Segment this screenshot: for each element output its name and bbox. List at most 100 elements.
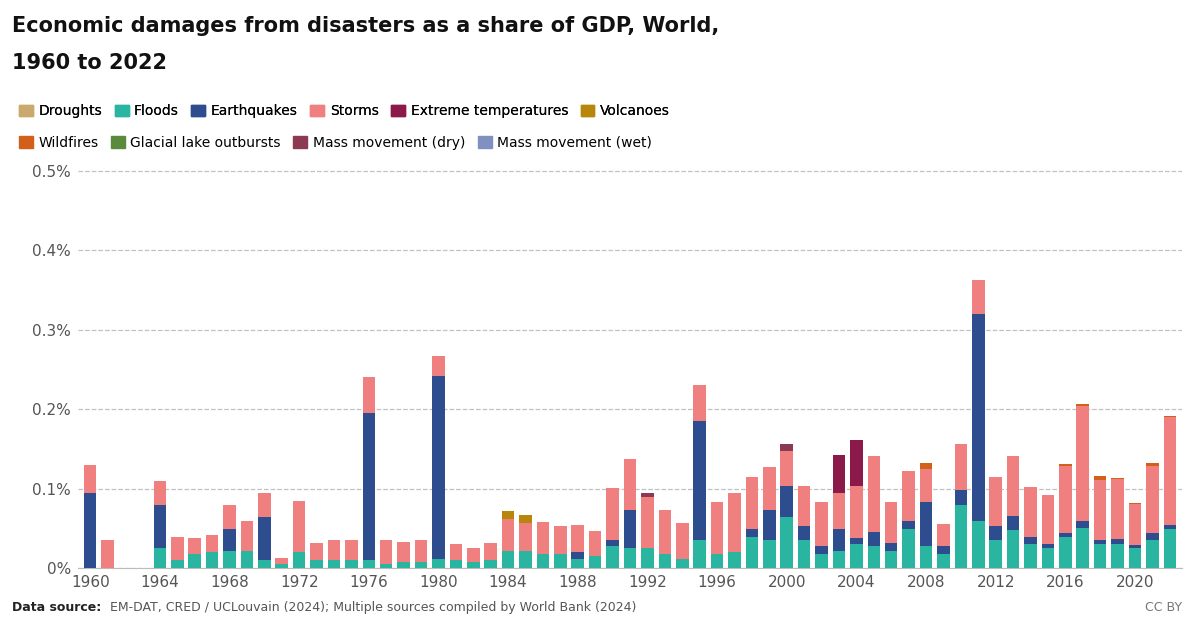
Bar <box>276 558 288 565</box>
Bar <box>1164 416 1176 417</box>
Bar <box>346 541 358 560</box>
Bar <box>833 551 845 568</box>
Legend: Droughts, Floods, Earthquakes, Storms, Extreme temperatures, Volcanoes: Droughts, Floods, Earthquakes, Storms, E… <box>19 104 670 118</box>
Bar <box>1129 545 1141 548</box>
Bar <box>1042 544 1054 548</box>
Bar <box>101 541 114 568</box>
Bar <box>1076 528 1090 568</box>
Legend: Wildfires, Glacial lake outbursts, Mass movement (dry), Mass movement (wet): Wildfires, Glacial lake outbursts, Mass … <box>19 136 652 149</box>
Bar <box>206 535 218 553</box>
Bar <box>154 505 166 548</box>
Bar <box>502 519 515 551</box>
Bar <box>188 554 200 568</box>
Bar <box>850 538 863 544</box>
Bar <box>884 502 898 543</box>
Bar <box>815 502 828 546</box>
Bar <box>868 532 880 546</box>
Bar <box>606 488 619 539</box>
Bar <box>223 551 235 568</box>
Bar <box>502 511 515 519</box>
Bar <box>293 501 306 553</box>
Bar <box>536 522 550 554</box>
Bar <box>641 548 654 568</box>
Bar <box>954 444 967 490</box>
Bar <box>972 314 984 521</box>
Bar <box>1111 478 1124 479</box>
Text: in Data: in Data <box>1075 66 1135 81</box>
Bar <box>710 554 724 568</box>
Bar <box>1164 524 1176 529</box>
Bar <box>954 490 967 505</box>
Bar <box>170 536 184 560</box>
Bar <box>990 477 1002 526</box>
Bar <box>659 511 671 554</box>
Bar <box>589 556 601 568</box>
Bar <box>606 539 619 546</box>
Bar <box>328 541 341 560</box>
Bar <box>311 560 323 568</box>
Bar <box>362 560 376 568</box>
Bar <box>293 553 306 568</box>
Bar <box>850 544 863 568</box>
Bar <box>1164 417 1176 524</box>
Bar <box>1111 539 1124 544</box>
Bar <box>1146 539 1159 568</box>
Bar <box>362 413 376 560</box>
Bar <box>276 565 288 568</box>
Bar <box>397 562 410 568</box>
Bar <box>1111 544 1124 568</box>
Bar <box>520 551 532 568</box>
Bar <box>780 517 793 568</box>
Bar <box>710 502 724 554</box>
Bar <box>745 529 758 536</box>
Bar <box>954 505 967 568</box>
Bar <box>1076 406 1090 521</box>
Bar <box>502 551 515 568</box>
Bar <box>1129 504 1141 545</box>
Bar <box>990 526 1002 541</box>
Bar <box>1060 466 1072 533</box>
Bar <box>1025 544 1037 568</box>
Bar <box>154 481 166 505</box>
Bar <box>884 551 898 568</box>
Bar <box>223 529 235 551</box>
Bar <box>850 487 863 538</box>
Bar <box>937 554 949 568</box>
Bar <box>902 521 914 529</box>
Bar <box>1129 548 1141 568</box>
Bar <box>641 497 654 548</box>
Bar <box>798 541 810 568</box>
Bar <box>258 493 270 517</box>
Bar <box>850 440 863 487</box>
Bar <box>520 523 532 551</box>
Bar <box>641 493 654 497</box>
Bar <box>241 521 253 551</box>
Bar <box>1076 404 1090 406</box>
Bar <box>450 560 462 568</box>
Bar <box>485 543 497 560</box>
Bar <box>415 539 427 562</box>
Text: Economic damages from disasters as a share of GDP, World,: Economic damages from disasters as a sha… <box>12 16 719 36</box>
Bar <box>694 421 706 541</box>
Bar <box>676 523 689 559</box>
Bar <box>1042 495 1054 544</box>
Bar <box>520 515 532 523</box>
Bar <box>919 546 932 568</box>
Bar <box>972 521 984 568</box>
Bar <box>868 456 880 532</box>
Bar <box>328 560 341 568</box>
Bar <box>206 553 218 568</box>
Bar <box>1007 456 1019 516</box>
Bar <box>745 536 758 568</box>
Text: CC BY: CC BY <box>1145 601 1182 614</box>
Bar <box>868 546 880 568</box>
Bar <box>659 554 671 568</box>
Text: 1960 to 2022: 1960 to 2022 <box>12 53 167 73</box>
Bar <box>694 541 706 568</box>
Bar <box>380 541 392 565</box>
Bar <box>919 502 932 546</box>
Bar <box>1042 548 1054 568</box>
Bar <box>1060 533 1072 538</box>
Bar <box>589 531 601 556</box>
Bar <box>1094 476 1106 480</box>
